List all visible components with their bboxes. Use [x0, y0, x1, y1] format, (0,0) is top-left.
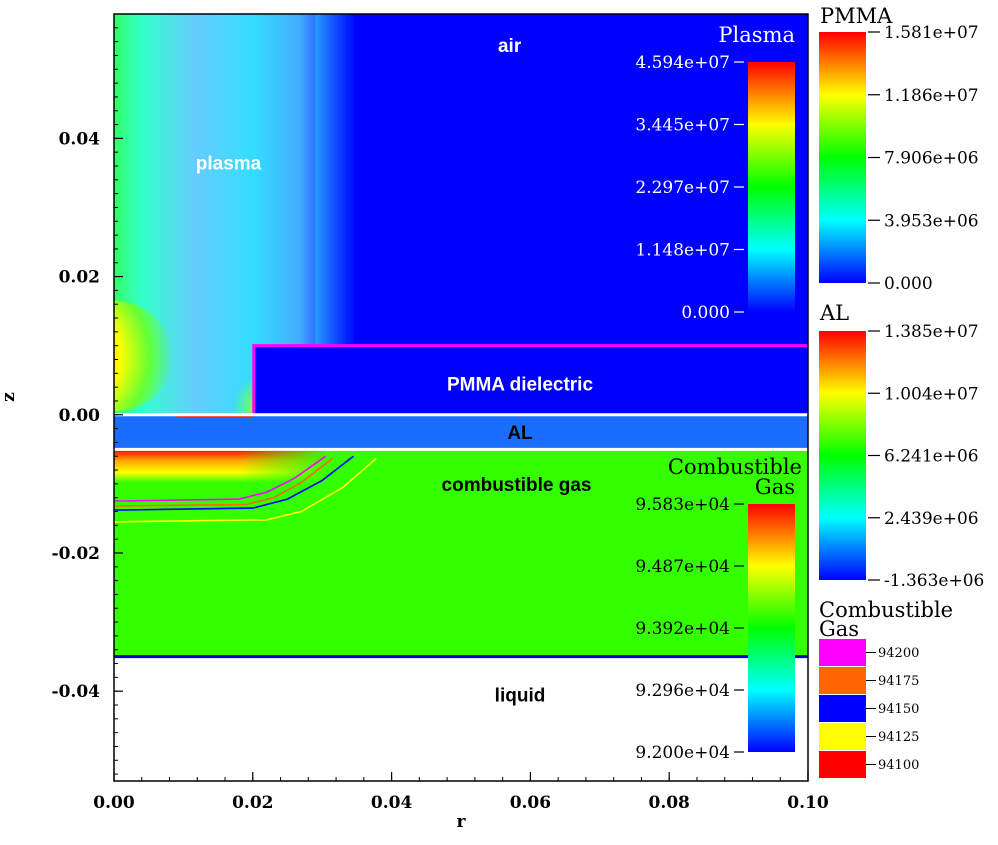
- contour-94125: [114, 457, 377, 523]
- legend-contour-title-2: Gas: [819, 617, 859, 641]
- legend-contour-label: 94100: [878, 758, 919, 773]
- legend-plasma-bar: [748, 62, 795, 312]
- legend-tick-label: 0.000: [681, 303, 730, 323]
- legend-contour-swatch: [819, 751, 866, 778]
- legend-plasma: Plasma 4.594e+07 3.445e+07 2.297e+07 1.148e…: [635, 23, 795, 323]
- legend-tick-label: 1.581e+07: [884, 23, 979, 43]
- legend-tick-label: 9.487e+04: [635, 557, 730, 577]
- region-label-plasma: plasma: [196, 154, 262, 175]
- legend-contour-swatch: [819, 723, 866, 750]
- axis-hot-spot: [114, 300, 173, 412]
- legend-contour-label: 94150: [878, 702, 919, 717]
- legend-tick-label: 9.392e+04: [635, 619, 730, 639]
- region-label-al: AL: [507, 423, 533, 444]
- legend-tick-label: 9.296e+04: [635, 681, 730, 701]
- legend-tick-label: 9.200e+04: [635, 743, 730, 763]
- legend-tick-label: 0.000: [884, 274, 933, 294]
- y-axis: 0.04 0.02 0.00 -0.02 -0.04: [52, 129, 123, 702]
- legend-tick-label: 3.445e+07: [635, 116, 730, 136]
- x-axis-label: r: [457, 812, 467, 832]
- legend-contour-label: 94125: [878, 730, 919, 745]
- plot-frame: [113, 13, 809, 782]
- legend-tick-label: 9.583e+04: [635, 495, 730, 515]
- y-tick-label: -0.04: [52, 682, 101, 702]
- legend-contour-label: 94200: [878, 646, 919, 661]
- y-tick-label: 0.00: [59, 406, 101, 426]
- legend-tick-label: 7.906e+06: [884, 149, 979, 169]
- y-tick-label: -0.02: [52, 544, 100, 564]
- contour-lines: [114, 455, 377, 523]
- field-layer: [114, 14, 808, 781]
- legend-tick-label: -1.363e+06: [884, 571, 984, 591]
- legend-contour-swatch: [819, 667, 866, 694]
- legend-gas: Combustible Gas 9.583e+04 9.487e+04 9.392e…: [635, 455, 802, 763]
- x-tick-label: 0.10: [787, 793, 829, 813]
- contour-94175: [114, 457, 334, 507]
- legend-tick-label: 1.148e+07: [635, 241, 730, 261]
- x-axis: 0.00 0.02 0.04 0.06 0.08 0.10: [93, 772, 829, 813]
- legend-tick-label: 1.004e+07: [884, 384, 979, 404]
- legend-al: AL 1.385e+07 1.004e+07 6.241e+06 2.439e+06 -…: [819, 301, 984, 591]
- legend-tick-label: 3.953e+06: [884, 211, 979, 231]
- legend-tick-label: 2.297e+07: [635, 178, 730, 198]
- y-tick-label: 0.02: [59, 268, 100, 288]
- legend-contour-swatch: [819, 695, 866, 722]
- legend-al-title: AL: [819, 301, 849, 325]
- legend-contour-label: 94175: [878, 674, 919, 689]
- legend-plasma-title: Plasma: [718, 23, 795, 47]
- x-tick-label: 0.04: [371, 793, 413, 813]
- al-region: [114, 414, 808, 450]
- x-tick-label: 0.06: [510, 793, 551, 813]
- y-tick-label: 0.04: [59, 129, 101, 149]
- minor-ticks: [113, 27, 809, 781]
- y-axis-label: z: [0, 392, 19, 402]
- legend-tick-label: 1.186e+07: [884, 86, 979, 106]
- region-label-liquid: liquid: [495, 686, 546, 707]
- pmma-region: [252, 345, 808, 415]
- x-tick-label: 0.08: [648, 793, 689, 813]
- legend-tick-label: 6.241e+06: [884, 447, 979, 467]
- region-label-gas: combustible gas: [442, 475, 592, 496]
- gas-hot-fade: [238, 449, 330, 483]
- legend-contour: Combustible Gas 94200 94175 94150 94125 9410…: [819, 598, 953, 778]
- legend-pmma-bar: [819, 32, 866, 283]
- legend-tick-label: 2.439e+06: [884, 509, 979, 529]
- region-labels: air plasma PMMA dielectric AL combustibl…: [196, 36, 594, 707]
- liquid-region: [114, 656, 808, 781]
- region-label-pmma: PMMA dielectric: [447, 375, 593, 396]
- legend-pmma: PMMA 1.581e+07 1.186e+07 7.906e+06 3.953e+0…: [819, 4, 979, 294]
- legend-al-bar: [819, 331, 866, 580]
- x-tick-label: 0.02: [232, 793, 273, 813]
- legend-contour-title-1: Combustible: [819, 598, 953, 622]
- contour-94200: [114, 455, 327, 502]
- legend-pmma-title: PMMA: [820, 4, 893, 28]
- gas-region: [114, 449, 808, 657]
- legend-contour-swatch: [819, 639, 866, 666]
- legend-tick-label: 1.385e+07: [884, 322, 979, 342]
- legend-gas-title-1: Combustible: [668, 455, 802, 479]
- x-tick-label: 0.00: [93, 793, 135, 813]
- pmma-outline: [252, 344, 808, 415]
- contour-94150: [114, 455, 354, 511]
- legend-gas-title-2: Gas: [755, 475, 795, 499]
- legend-gas-bar: [748, 504, 795, 752]
- legend-tick-label: 4.594e+07: [635, 53, 730, 73]
- region-label-air: air: [498, 36, 522, 57]
